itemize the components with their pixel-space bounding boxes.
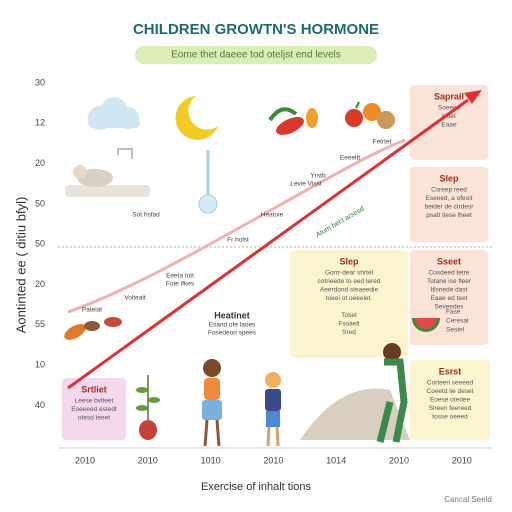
panel-line: Coeetd lie deset <box>427 388 474 395</box>
flask <box>198 150 218 214</box>
panel-line: Eoeeeed estedt <box>71 406 117 413</box>
annotation: Fote ifkes <box>166 281 195 288</box>
annotation: Eeeta tott <box>166 273 194 280</box>
cloud <box>88 97 140 130</box>
panel-line: Csreep reed <box>431 187 467 194</box>
panel <box>62 378 126 440</box>
y-tick-label: 10 <box>35 359 45 369</box>
annotation: Esand ofe laoes <box>209 322 256 329</box>
annotation: Levie Visst <box>290 181 322 188</box>
panel-line: beider de ctrdesr <box>425 204 475 211</box>
panel-line: otesd teeet <box>78 415 110 422</box>
vegetables <box>64 317 122 340</box>
title: CHILDREN GROWTN'S HORMONE <box>133 21 379 38</box>
arrow-label: Atum hect arsesd <box>315 206 366 239</box>
annotation: Yrstb <box>310 173 326 180</box>
x-tick-label: 1014 <box>326 455 346 465</box>
y-tick-label: 20 <box>35 158 45 168</box>
panel-line: Eseeed, a ofeoit <box>426 195 473 202</box>
subtitle-pill <box>135 46 377 64</box>
panel-line: Sred <box>342 329 356 336</box>
panel-title: Srtliet <box>81 384 107 394</box>
panel-line: Fsoaelt <box>338 321 360 328</box>
panel-line: Aeerdond steaeedie <box>320 287 379 294</box>
panel-title: Esrst <box>439 366 462 376</box>
panel-title: Sseet <box>437 256 461 266</box>
arrow-head <box>464 90 482 104</box>
x-axis-label: Exercise of inhalt tions <box>201 481 312 493</box>
trend-arrow <box>67 98 469 390</box>
annotation: Pateiat <box>82 307 102 314</box>
x-tick-label: 1010 <box>201 455 221 465</box>
y-axis-label: Aontinted ee ( ditiu bfyl) <box>13 197 28 334</box>
legend-item: Sestel <box>446 327 465 334</box>
panel-line: Hoet <box>442 113 456 120</box>
panel-line: tosse oeeed <box>432 414 468 421</box>
panel-line: Corteeri seeeed <box>427 380 474 387</box>
girl <box>202 359 222 447</box>
y-tick-label: 30 <box>35 77 45 87</box>
y-tick-label: 50 <box>35 198 45 208</box>
panel-title: Slep <box>439 173 459 183</box>
legend-item: Ceresal <box>446 318 469 325</box>
panel <box>410 85 488 160</box>
panel-line: Leese bvlteet <box>75 398 114 405</box>
panel-line: cotrieede to eed lered <box>318 278 381 285</box>
moon <box>175 96 218 140</box>
x-tick-label: 2010 <box>389 455 409 465</box>
watermelon <box>412 318 440 332</box>
annotation: Sot hsfad <box>132 212 160 219</box>
panel-line: Seveedes <box>435 304 465 311</box>
x-tick-label: 2010 <box>138 455 158 465</box>
y-tick-label: 50 <box>35 239 45 249</box>
panel-line: Toset <box>341 312 357 319</box>
panel-line: Eaae ed teet <box>431 295 468 302</box>
panel-title: Saprail <box>434 91 464 101</box>
panel-line: Cosdeed tetre <box>429 270 470 277</box>
annotation: Heatinet <box>214 310 250 320</box>
panel <box>290 250 408 358</box>
sleeping-child <box>65 148 150 197</box>
x-tick-label: 2010 <box>452 455 472 465</box>
legend-item: Fase <box>446 309 461 316</box>
fruits <box>268 101 395 135</box>
panel <box>410 360 490 440</box>
panel-line: Itlsnede dast <box>431 287 468 294</box>
growth-curve <box>67 138 406 314</box>
annotation: Eeeeltt <box>340 155 360 162</box>
boy <box>265 372 281 447</box>
panel-line: Eoese otedee <box>430 397 471 404</box>
y-tick-label: 55 <box>35 319 45 329</box>
annotation: Volteait <box>124 295 146 302</box>
y-tick-label: 20 <box>35 279 45 289</box>
climbing-person <box>300 343 410 443</box>
ticks: 30 12 20 50 50 20 55 10 40 2010 2010 1010 2010 1014 20… <box>35 77 472 465</box>
panel <box>410 167 488 242</box>
panel-title: Slep <box>339 256 359 266</box>
panel-line: psatt tiese lheet <box>426 212 472 219</box>
y-tick-label: 40 <box>35 400 45 410</box>
annotation: Heatoie <box>261 212 284 219</box>
panel-line: Soeees <box>438 105 461 112</box>
footer: Cancal Seeld <box>444 495 492 504</box>
x-tick-label: 2010 <box>75 455 95 465</box>
subtitle: Eome thet daeee tod oteljst end levels <box>171 50 341 61</box>
y-tick-label: 12 <box>35 118 45 128</box>
panel-line: toeei ot oeeelet. <box>326 295 372 302</box>
annotation: Fr holst <box>227 237 249 244</box>
annotation: Fosedeon spees <box>208 330 257 337</box>
panel-line: Eaae <box>441 122 457 129</box>
x-tick-label: 2010 <box>263 455 283 465</box>
plant <box>136 375 160 440</box>
annotation: Fetrtet <box>373 139 392 146</box>
panel-line: Gorrr-dear shrtel <box>325 270 374 277</box>
panel-line: Slreen feereed <box>429 405 472 412</box>
panel-line: Totane ise fleer <box>427 278 472 285</box>
